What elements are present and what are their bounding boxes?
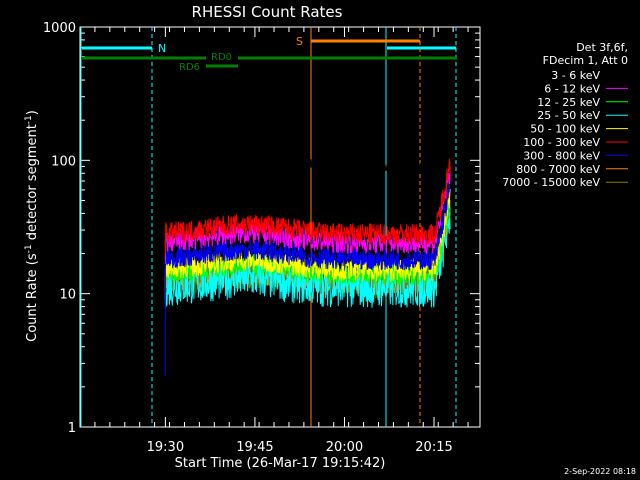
y-tick-label: 1000 (43, 21, 76, 36)
x-axis-label: Start Time (26-Mar-17 19:15:42) (175, 456, 386, 471)
plot-frame (79, 26, 481, 428)
series-line-25-50-kev (164, 209, 451, 309)
legend-header-line: FDecim 1, Att 0 (543, 54, 628, 67)
rd0-label: RD0 (211, 52, 232, 63)
x-tick-label: 19:45 (236, 440, 273, 455)
x-axis: 19:30 19:45 20:00 20:15 (79, 27, 469, 455)
legend-label: 50 - 100 keV (530, 123, 600, 136)
series-line-300-800-kev (164, 180, 451, 377)
y-axis: 1 10 100 1000 (43, 21, 480, 436)
legend-label: 800 - 7000 keV (516, 163, 600, 176)
legend-label: 300 - 800 keV (523, 149, 600, 162)
legend-label: 12 - 25 keV (537, 96, 600, 109)
x-tick-label: 20:15 (415, 440, 452, 455)
y-label-sup: -1 (24, 115, 34, 124)
series-line-100-300-kev (164, 158, 451, 255)
rd6-label: RD6 (179, 62, 200, 73)
n-flag-label: N (158, 42, 166, 55)
y-label-sup: -1 (24, 244, 34, 253)
x-tick-label: 19:30 (147, 440, 184, 455)
y-label-part: detector segment (25, 124, 40, 244)
legend-header-line: Det 3f,6f, (576, 41, 628, 54)
series-line-3-6-kev (164, 139, 451, 188)
timestamp: 2-Sep-2022 08:18 (564, 467, 636, 476)
legend-label: 7000 - 15000 keV (502, 176, 600, 189)
y-tick-label: 100 (51, 154, 76, 169)
legend-label: 25 - 50 keV (537, 109, 600, 122)
legend-label: 100 - 300 keV (523, 136, 600, 149)
chart-title: RHESSI Count Rates (192, 3, 343, 21)
y-tick-label: 1 (68, 421, 76, 436)
legend-label: 3 - 6 keV (551, 69, 600, 82)
y-axis-label: Count Rate (s-1 detector segment-1) (24, 110, 40, 342)
legend-label: 6 - 12 keV (544, 82, 600, 95)
series-line-50-100-kev (164, 189, 451, 291)
x-tick-label: 20:00 (326, 440, 363, 455)
attenuator-markers: N S RD6 RD0 (80, 27, 457, 427)
series-layer (164, 139, 451, 377)
y-label-part: ) (25, 110, 40, 115)
y-tick-label: 10 (59, 288, 76, 303)
y-label-part: Count Rate (s (25, 253, 40, 342)
s-flag-label: S (296, 35, 303, 48)
